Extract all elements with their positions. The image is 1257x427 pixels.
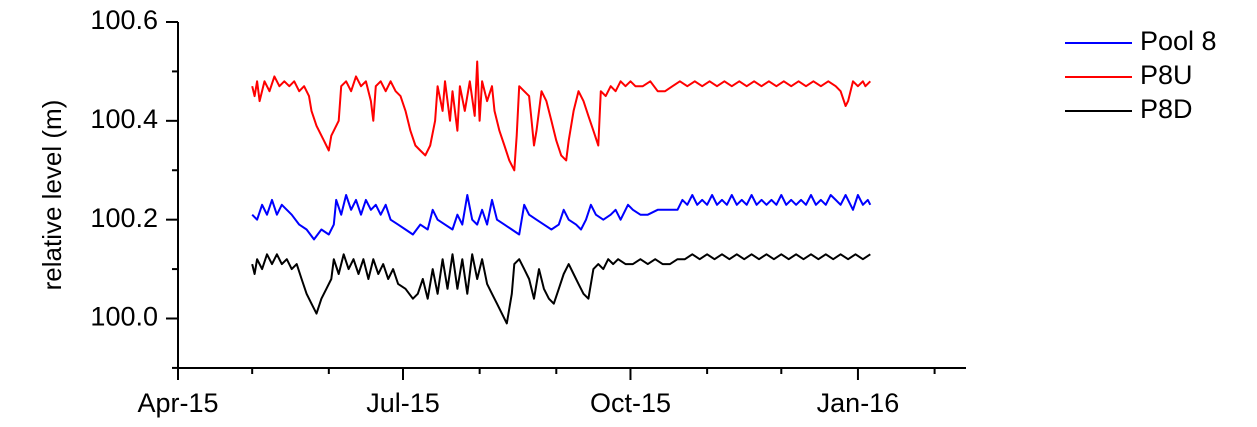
series-line-pool-8	[251, 194, 872, 241]
legend-label: Pool 8	[1140, 26, 1217, 56]
x-tick-label: Oct-15	[590, 388, 671, 418]
x-tick-label: Jul-15	[366, 388, 440, 418]
axes	[177, 22, 966, 369]
series-line-p8d	[251, 253, 871, 325]
x-tick-label: Apr-15	[137, 388, 218, 418]
y-tick-label: 100.6	[90, 5, 158, 35]
x-ticks: Apr-15 Jul-15 Oct-15 Jan-16	[137, 368, 936, 418]
legend: Pool 8 P8U P8D	[1065, 26, 1217, 124]
x-tick-label: Jan-16	[817, 388, 900, 418]
y-tick-label: 100.2	[90, 203, 158, 233]
y-tick-label: 100.0	[90, 302, 158, 332]
series-line-p8u	[251, 60, 872, 172]
y-ticks: 100.0 100.2 100.4 100.6	[90, 5, 178, 369]
series-layer	[251, 60, 872, 325]
legend-label: P8D	[1140, 94, 1193, 124]
y-tick-label: 100.4	[90, 104, 158, 134]
y-axis-title: relative level (m)	[37, 100, 67, 291]
legend-label: P8U	[1140, 60, 1193, 90]
